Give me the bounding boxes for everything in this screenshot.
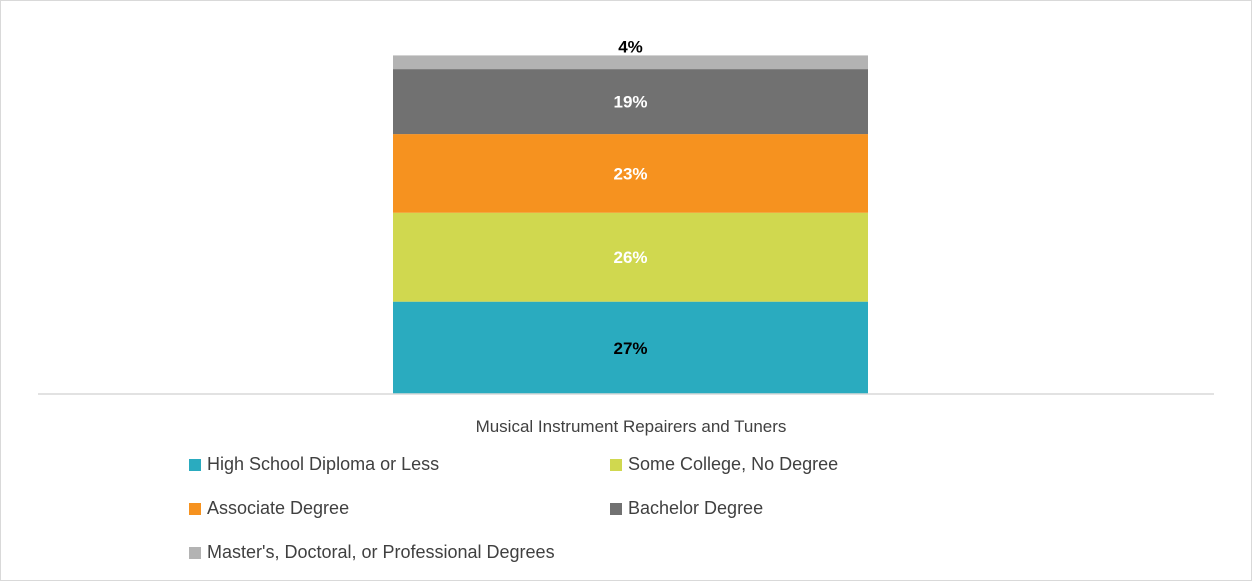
bar-segment-1 (393, 301, 868, 394)
data-label-3: 23% (613, 164, 647, 183)
data-label-4: 19% (613, 93, 647, 112)
bar-segment-4 (393, 69, 868, 135)
legend-swatch (610, 458, 622, 471)
labels-layer: 27% 26% 23% 19% 4% (613, 37, 647, 357)
x-category-label: Musical Instrument Repairers and Tuners (476, 417, 787, 436)
legend-swatch (189, 502, 201, 515)
legend-item-5: Master's, Doctoral, or Professional Degr… (189, 542, 555, 563)
data-label-1: 27% (613, 339, 647, 358)
legend-label: High School Diploma or Less (207, 454, 440, 474)
data-label-2: 26% (613, 248, 647, 267)
bar-segment-2 (393, 212, 868, 302)
bar-segment-3 (393, 134, 868, 213)
legend-swatch (610, 502, 622, 515)
legend-swatch (189, 546, 201, 559)
bar-segment-5 (393, 55, 868, 70)
legend-item-3: Associate Degree (189, 498, 349, 519)
data-label-5: 4% (618, 37, 643, 56)
legend-item-4: Bachelor Degree (610, 498, 763, 519)
legend-item-2: Some College, No Degree (610, 454, 838, 475)
bars-layer (393, 55, 868, 394)
legend-label: Some College, No Degree (628, 454, 839, 474)
legend-label: Bachelor Degree (628, 498, 764, 518)
legend-label: Master's, Doctoral, or Professional Degr… (207, 542, 555, 562)
legend-swatch (189, 458, 201, 471)
legend-item-1: High School Diploma or Less (189, 454, 439, 475)
legend-label: Associate Degree (207, 498, 350, 518)
